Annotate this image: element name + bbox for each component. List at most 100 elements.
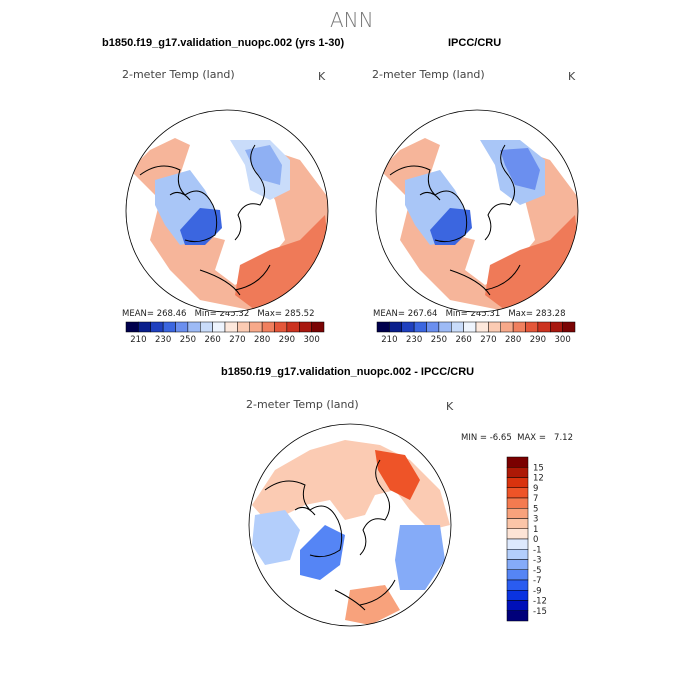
diff-colorbar-tick: 15 [533,463,544,473]
obs-colorbar-tick: 210 [381,335,397,345]
obs-map [376,110,578,312]
diff-colorbar-box [506,600,529,611]
obs-colorbar-tick: 260 [456,335,472,345]
model-colorbar-tick: 210 [130,335,146,345]
obs-colorbar-box [500,321,514,333]
model-colorbar-box [175,321,189,333]
diff-colorbar-box [506,467,529,478]
diff-panel-title: b1850.f19_g17.validation_nuopc.002 - IPC… [221,366,475,378]
obs-colorbar-box [389,321,402,333]
diff-colorbar-tick: -15 [533,607,547,617]
model-east-siberia-cold [245,145,282,185]
diff-colorbar-box [506,590,529,601]
obs-colorbar-box [376,321,390,333]
diff-units-label: K [446,400,454,413]
obs-colorbar-tick: 230 [406,335,422,345]
diff-colorbar-box [506,559,529,570]
model-colorbar-box [261,321,275,333]
model-map-outline [125,109,329,313]
obs-colorbar-box [525,321,539,333]
model-variable-label: 2-meter Temp (land) [122,68,235,81]
model-greenland-cold [180,208,222,245]
diff-colorbar-box [506,549,529,560]
obs-variable-label: 2-meter Temp (land) [372,68,485,81]
model-colorbar-tick: 300 [304,335,320,345]
diff-colorbar-box [506,456,529,468]
obs-colorbar-tick: 290 [530,335,546,345]
obs-map-outline [375,109,579,313]
obs-colorbar-box [438,321,452,333]
obs-stats: MEAN= 267.64 Min= 245.31 Max= 283.28 [373,309,566,319]
diff-colorbar-box [506,487,529,499]
diff-colorbar-tick: 3 [533,515,538,525]
diff-colorbar-tick: -12 [533,597,547,607]
model-colorbar-box [237,321,250,333]
obs-units-label: K [568,70,576,83]
model-colorbar-tick: 230 [155,335,171,345]
diff-colorbar-box [506,528,529,540]
diff-colorbar-box [506,518,529,529]
diff-colorbar-tick: -3 [533,556,541,566]
obs-colorbar-tick: 270 [480,335,496,345]
model-colorbar-box [212,321,226,333]
obs-colorbar: 210 230 250 260 270 280 290 300 [376,321,576,345]
diff-colorbar-box [506,497,529,509]
obs-coastline [389,144,521,296]
model-colorbar-box [311,321,325,333]
diff-colorbar-tick: 0 [533,535,538,545]
obs-siberia-cold [500,148,540,190]
diff-colorbar-box [506,610,529,622]
diff-map [249,424,451,626]
diff-colorbar-tick: 12 [533,474,544,484]
diff-greenland-cold [300,525,345,580]
model-stats: MEAN= 268.46 Min= 245.32 Max= 285.52 [122,309,315,319]
diff-colorbar-box [506,508,529,519]
obs-colorbar-box [550,321,563,333]
diff-coastline [264,459,396,611]
obs-colorbar-box [537,321,551,333]
diff-colorbar-box [506,579,529,591]
diff-colorbar-tick: -5 [533,566,541,576]
obs-colorbar-box [413,321,427,333]
diff-colorbar-tick: 9 [533,484,538,494]
obs-panel-title: IPCC/CRU [448,37,502,49]
obs-greenland-cold [430,208,472,245]
model-colorbar-tick: 280 [254,335,270,345]
model-colorbar-box [286,321,300,333]
diff-variable-label: 2-meter Temp (land) [246,398,359,411]
model-colorbar-box [150,321,164,333]
obs-colorbar-box [451,321,464,333]
diff-siberia-warm [375,450,420,500]
model-colorbar-tick: 290 [279,335,295,345]
diff-colorbar-box [506,477,529,488]
model-colorbar-box [138,321,151,333]
obs-colorbar-box [426,321,440,333]
diff-colorbar-box [506,538,529,550]
model-colorbar-box [299,321,312,333]
obs-colorbar-tick: 280 [505,335,521,345]
diff-colorbar-tick: -7 [533,576,541,586]
obs-colorbar-tick: 250 [431,335,447,345]
model-colorbar-box [249,321,263,333]
diff-colorbar-tick: 1 [533,525,538,535]
obs-colorbar-box [562,321,576,333]
model-colorbar-box [274,321,288,333]
model-panel-title: b1850.f19_g17.validation_nuopc.002 (yrs … [102,37,345,49]
diff-colorbar-tick: 7 [533,494,538,504]
model-colorbar-box [200,321,213,333]
diff-map-outline [248,423,452,627]
diff-stats: MIN = -6.65 MAX = 7.12 [461,433,573,443]
diff-east-cold [395,525,445,590]
obs-colorbar-tick: 300 [555,335,571,345]
season-title: ANN [330,8,374,32]
model-colorbar-box [187,321,201,333]
diff-canada-cold [252,510,300,565]
model-colorbar-tick: 260 [205,335,221,345]
model-colorbar-tick: 250 [180,335,196,345]
model-units-label: K [318,70,326,83]
obs-colorbar-box [475,321,489,333]
diff-colorbar-tick: -1 [533,545,541,555]
diff-colorbar-tick: -9 [533,586,541,596]
